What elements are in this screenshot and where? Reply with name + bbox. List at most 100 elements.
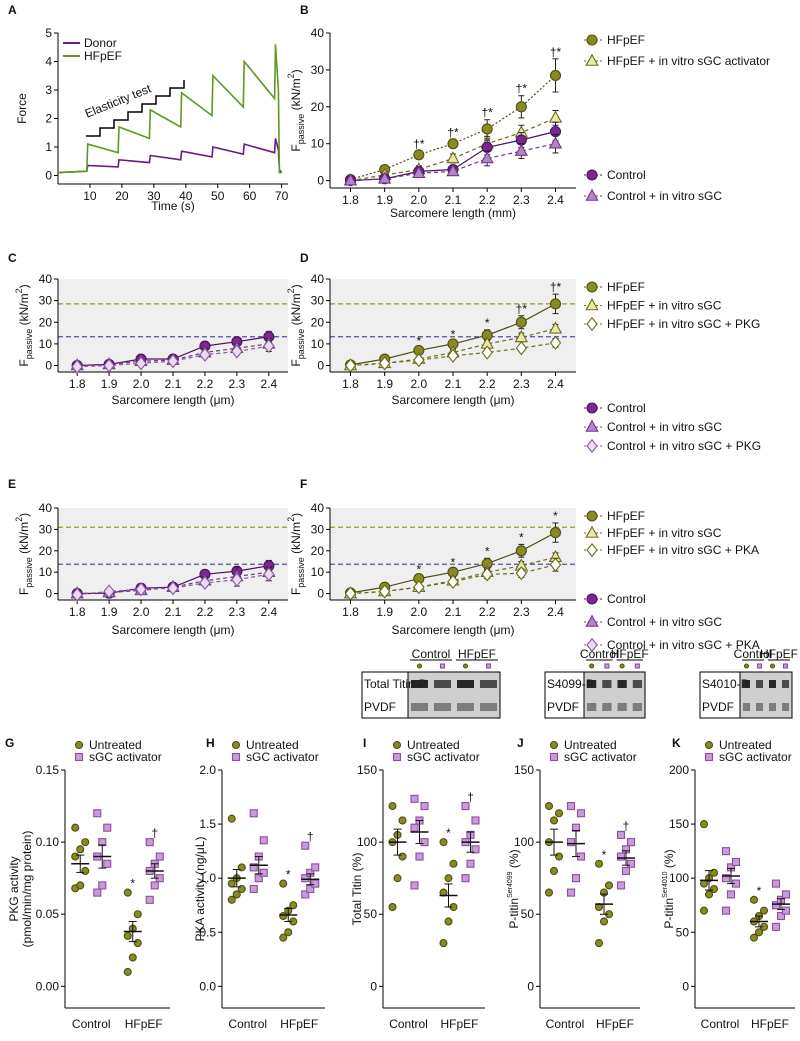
x-tick-label: 1.8	[342, 193, 359, 207]
legend-marker	[586, 316, 598, 332]
y-axis-title-part: )	[17, 513, 31, 517]
y-axis-title-part: (kN/m	[17, 522, 31, 557]
x-tick-label: 2.2	[197, 605, 214, 619]
y-tick-label: 30	[39, 522, 53, 536]
x-tick-label: 40	[179, 189, 193, 203]
x-tick-label: 2.3	[229, 605, 246, 619]
data-point	[388, 802, 397, 811]
sem-bar	[572, 830, 580, 858]
data-point	[515, 545, 527, 557]
y-axis-title-part: F	[289, 588, 303, 595]
x-tick-label: 2.4	[260, 377, 277, 391]
x-tick-label: Control	[701, 1017, 740, 1031]
data-point	[227, 879, 236, 888]
x-axis-title: Sarcomere length (μm)	[392, 393, 515, 407]
data-point	[621, 866, 631, 876]
data-point	[466, 859, 475, 868]
y-axis-title-part: (%)	[662, 849, 676, 871]
data-point	[721, 906, 731, 915]
panel-label: D	[300, 251, 309, 265]
y-axis-title-part: Ser4099	[507, 871, 514, 898]
legend-label: HFpEF	[607, 509, 645, 523]
x-tick-label: 2.0	[133, 605, 150, 619]
data-point	[515, 566, 528, 581]
y-tick-label: 100	[357, 835, 377, 849]
data-point	[461, 802, 470, 811]
legend-label: Control + in vitro sGC	[607, 615, 722, 629]
y-tick-label: 50	[676, 925, 690, 939]
data-point	[76, 845, 85, 854]
x-tick-label: 2.1	[445, 193, 462, 207]
y-tick-label: 20	[311, 315, 325, 329]
data-point	[449, 859, 458, 868]
data-point	[461, 874, 470, 883]
y-tick-label: 0	[317, 174, 324, 188]
legend-label: Control + in vitro sGC	[607, 420, 722, 434]
y-tick-label: 40	[311, 501, 325, 515]
significance-mark: †*	[550, 280, 562, 294]
x-tick-label: 10	[83, 189, 97, 203]
data-point	[515, 316, 527, 328]
blot-band	[632, 680, 642, 688]
data-point	[413, 580, 425, 595]
legend-marker	[586, 593, 598, 605]
data-point	[413, 149, 425, 161]
sem-bar	[444, 883, 453, 908]
lane-icon	[782, 663, 789, 669]
data-point	[343, 173, 358, 186]
data-point	[754, 928, 764, 937]
x-tick-label: 2.0	[410, 377, 427, 391]
significance-mark: *	[602, 848, 607, 862]
data-point	[301, 890, 310, 899]
data-point	[709, 884, 719, 894]
y-tick-label: 0	[370, 979, 377, 993]
blot-band	[743, 680, 750, 688]
legend-label: Control + in vitro sGC	[607, 189, 722, 203]
panel-label: C	[8, 251, 17, 265]
significance-mark: *	[485, 316, 490, 330]
legend-label: Untreated	[407, 738, 460, 752]
significance-mark: †*	[516, 82, 528, 96]
data-point	[145, 895, 154, 904]
data-point	[444, 917, 453, 926]
x-tick-label: 1.8	[69, 377, 86, 391]
x-tick-label: Control	[546, 1017, 585, 1031]
data-point	[616, 881, 626, 890]
data-point	[549, 866, 559, 876]
data-point	[566, 888, 576, 897]
data-point	[410, 823, 419, 832]
y-tick-label: 0	[45, 168, 52, 182]
data-point	[344, 358, 357, 373]
legend-label: Untreated	[564, 738, 617, 752]
data-point	[388, 902, 397, 912]
data-point	[599, 917, 609, 926]
data-point	[548, 321, 563, 334]
data-point	[128, 953, 137, 962]
panel-label: E	[8, 477, 16, 491]
data-point	[81, 866, 90, 876]
x-tick-label: 20	[115, 189, 129, 203]
blot-band	[782, 703, 789, 711]
significance-mark: *	[553, 509, 558, 523]
data-point	[447, 138, 459, 150]
y-axis-title-part: (kN/m	[17, 293, 31, 328]
blot-band	[457, 680, 474, 688]
data-point	[471, 845, 480, 854]
panel-label: K	[672, 736, 681, 750]
x-tick-label: 1.9	[101, 377, 118, 391]
data-point	[133, 939, 142, 948]
data-point	[439, 838, 448, 847]
y-axis-title-part: (%)	[507, 849, 521, 871]
data-point	[699, 906, 709, 915]
data-point	[544, 802, 554, 811]
x-tick-label: HFpEF	[440, 1017, 478, 1031]
y-axis-title-part: 2	[14, 288, 24, 293]
panel-label: J	[517, 736, 524, 750]
x-tick-label: 2.3	[513, 193, 530, 207]
data-point	[135, 356, 147, 371]
data-point	[549, 557, 562, 572]
x-tick-label: 1.9	[376, 605, 393, 619]
legend-marker	[74, 740, 84, 750]
blot-band	[769, 703, 776, 711]
data-point	[721, 874, 731, 883]
